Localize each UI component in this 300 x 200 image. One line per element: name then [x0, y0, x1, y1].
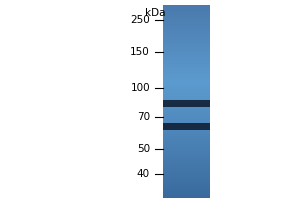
Bar [163, 122, 210, 130]
Text: 50: 50 [137, 144, 150, 154]
Text: kDa: kDa [145, 8, 165, 18]
Text: 40: 40 [137, 169, 150, 179]
Text: 250: 250 [130, 15, 150, 25]
Bar [163, 99, 210, 106]
Text: 70: 70 [137, 112, 150, 122]
Text: 150: 150 [130, 47, 150, 57]
Text: 100: 100 [130, 83, 150, 93]
